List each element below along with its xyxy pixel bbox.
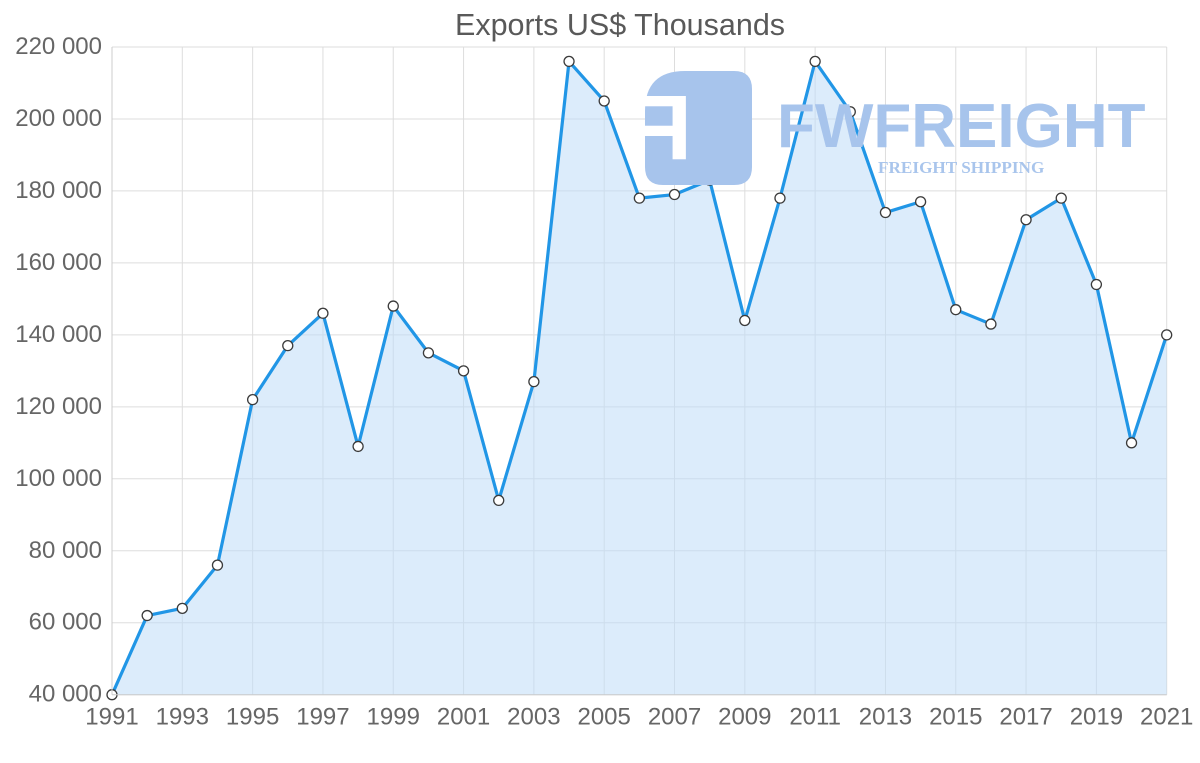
svg-text:160 000: 160 000 — [15, 249, 102, 276]
svg-text:1993: 1993 — [156, 704, 209, 731]
svg-text:FREIGHT SHIPPING: FREIGHT SHIPPING — [878, 158, 1044, 177]
svg-text:2005: 2005 — [577, 704, 630, 731]
svg-text:1995: 1995 — [226, 704, 279, 731]
svg-text:F: F — [636, 77, 692, 179]
svg-text:120 000: 120 000 — [15, 393, 102, 420]
svg-text:2019: 2019 — [1070, 704, 1123, 731]
svg-text:1991: 1991 — [85, 704, 138, 731]
svg-text:200 000: 200 000 — [15, 105, 102, 132]
svg-text:2017: 2017 — [999, 704, 1052, 731]
svg-text:2015: 2015 — [929, 704, 982, 731]
svg-text:2007: 2007 — [648, 704, 701, 731]
svg-text:FWFREIGHT: FWFREIGHT — [777, 92, 1146, 161]
svg-text:80 000: 80 000 — [29, 537, 102, 564]
svg-text:2021: 2021 — [1140, 704, 1193, 731]
svg-text:180 000: 180 000 — [15, 177, 102, 204]
svg-text:2003: 2003 — [507, 704, 560, 731]
svg-text:2001: 2001 — [437, 704, 490, 731]
svg-text:60 000: 60 000 — [29, 609, 102, 636]
svg-text:220 000: 220 000 — [15, 33, 102, 60]
svg-text:2013: 2013 — [859, 704, 912, 731]
svg-text:140 000: 140 000 — [15, 321, 102, 348]
svg-text:1997: 1997 — [296, 704, 349, 731]
svg-text:2011: 2011 — [789, 704, 841, 731]
svg-text:2009: 2009 — [718, 704, 771, 731]
svg-text:100 000: 100 000 — [15, 465, 102, 492]
svg-text:1999: 1999 — [367, 704, 420, 731]
